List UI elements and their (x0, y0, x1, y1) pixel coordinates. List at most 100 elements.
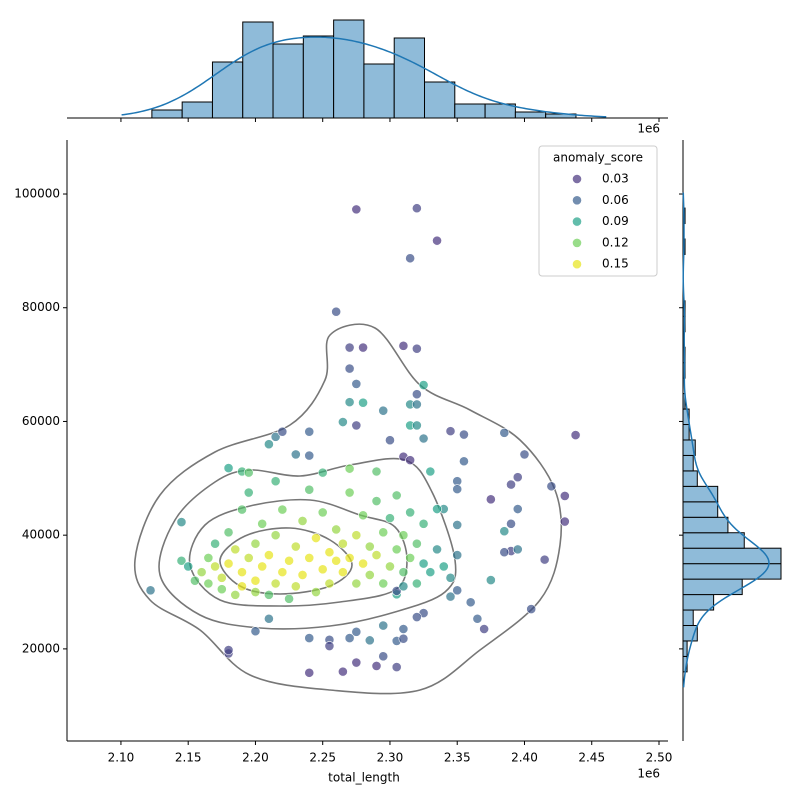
point (250, 575, 261, 586)
point (411, 343, 422, 354)
y-tick-label: 60000 (22, 414, 60, 428)
point (304, 553, 315, 563)
legend-title: anomaly_score (553, 151, 643, 165)
legend-box (538, 145, 658, 277)
histogram-bar (682, 624, 698, 642)
point (385, 435, 395, 446)
point (411, 420, 422, 431)
histogram-bar (454, 103, 486, 119)
histogram-bar (682, 640, 688, 657)
point (216, 584, 227, 595)
histogram-bar (682, 516, 729, 534)
point (344, 553, 355, 563)
point (559, 491, 570, 501)
point (405, 553, 416, 563)
point (230, 589, 241, 600)
point (250, 626, 261, 637)
point (190, 575, 200, 586)
point (297, 516, 308, 526)
point (257, 561, 268, 572)
x-tick-label: 2.50 (646, 751, 673, 765)
point (391, 544, 402, 555)
point (398, 633, 409, 644)
histogram-bar (514, 111, 547, 119)
point (344, 633, 355, 643)
point (176, 555, 187, 566)
point (378, 620, 389, 631)
point (445, 591, 456, 602)
x-tick-label: 2.40 (511, 751, 538, 765)
legend-marker (572, 216, 582, 227)
point (512, 472, 523, 483)
point (344, 397, 355, 408)
kde-contour (133, 323, 563, 695)
x-axis-label: total_length (328, 771, 400, 785)
legend-marker (572, 195, 582, 206)
point (398, 530, 409, 541)
point (237, 504, 247, 515)
legend-label: 0.15 (602, 257, 629, 271)
histogram-bar (302, 35, 335, 119)
point (425, 466, 436, 477)
point (418, 433, 429, 444)
point (358, 558, 368, 569)
point (459, 429, 469, 440)
point (526, 604, 537, 614)
point (452, 550, 463, 560)
point (472, 613, 483, 624)
point (364, 635, 375, 646)
point (304, 426, 315, 437)
point (378, 651, 389, 662)
point (223, 558, 234, 569)
kde-curve (682, 192, 770, 688)
point (351, 420, 362, 431)
point (290, 449, 301, 460)
histogram-bar (151, 109, 183, 119)
point (304, 667, 315, 678)
point (499, 427, 510, 438)
point (570, 430, 581, 440)
point (411, 612, 422, 622)
kde-contour (158, 457, 457, 630)
legend-marker (572, 259, 582, 270)
point (304, 633, 315, 643)
point (203, 553, 214, 563)
point (499, 526, 510, 537)
point (506, 518, 516, 529)
point (418, 380, 429, 390)
point (337, 666, 348, 677)
point (344, 342, 355, 353)
point (364, 570, 375, 580)
point (364, 541, 375, 552)
point (344, 487, 355, 498)
histogram-bar (242, 21, 274, 119)
point (210, 561, 220, 572)
point (418, 558, 429, 569)
point (337, 567, 348, 578)
histogram-bar (682, 393, 686, 410)
point (264, 613, 274, 624)
histogram-bar (363, 63, 395, 119)
point (210, 538, 220, 549)
histogram-bar (484, 103, 516, 119)
x-tick-label: 2.35 (444, 751, 471, 765)
point (237, 581, 247, 592)
point (270, 530, 281, 541)
point (425, 567, 436, 578)
point (351, 657, 362, 668)
point (405, 507, 416, 518)
point (270, 578, 281, 589)
point (385, 561, 395, 572)
point (324, 641, 335, 651)
points (145, 203, 581, 678)
point (284, 555, 294, 566)
point (344, 363, 355, 374)
point (391, 662, 402, 672)
point (257, 518, 268, 529)
point (243, 553, 254, 563)
legend-label: 0.03 (602, 172, 629, 186)
point (304, 450, 315, 461)
point (243, 487, 254, 498)
point (264, 550, 274, 560)
